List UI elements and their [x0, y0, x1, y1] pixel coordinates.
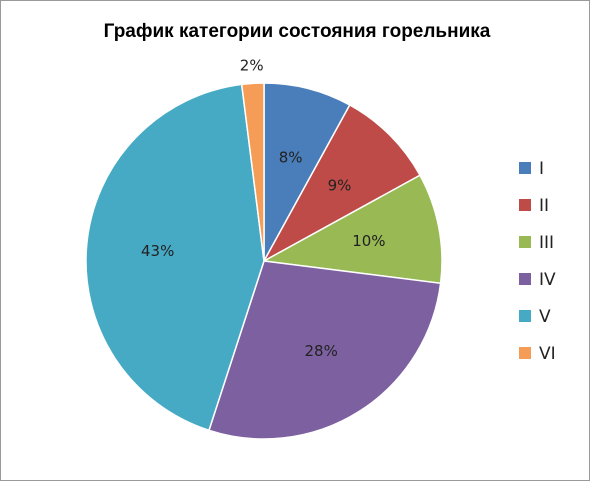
- chart-title: График категории состояния горельника: [104, 21, 491, 42]
- legend-label-I: I: [539, 159, 544, 179]
- legend-label-V: V: [539, 307, 551, 327]
- pie-data-labels: 8% 9% 10% 28% 43% 2%: [141, 57, 386, 361]
- legend-swatch-IV: [519, 273, 531, 285]
- legend-swatch-I: [519, 162, 531, 174]
- data-label-III: 10%: [352, 232, 385, 250]
- pie-slice-VI: [240, 82, 265, 262]
- legend-label-VI: VI: [539, 344, 556, 364]
- legend-label-IV: IV: [539, 270, 556, 290]
- pie-slice-I: [263, 82, 351, 262]
- legend-label-II: II: [539, 196, 549, 216]
- pie-slice-II: [262, 104, 421, 263]
- data-label-I: 8%: [279, 149, 303, 167]
- pie-slices: [85, 82, 443, 440]
- data-label-V: 43%: [141, 242, 174, 260]
- legend-swatch-VI: [519, 347, 531, 359]
- legend-swatch-II: [519, 199, 531, 211]
- data-label-IV: 28%: [305, 342, 338, 360]
- data-label-II: 9%: [328, 177, 352, 195]
- pie-slice-III: [261, 174, 443, 285]
- legend-swatch-III: [519, 236, 531, 248]
- legend-swatch-V: [519, 310, 531, 322]
- data-label-VI: 2%: [240, 57, 264, 75]
- pie-slice-V: [85, 83, 265, 432]
- legend-label-III: III: [539, 233, 554, 253]
- pie-slice-IV: [208, 260, 442, 440]
